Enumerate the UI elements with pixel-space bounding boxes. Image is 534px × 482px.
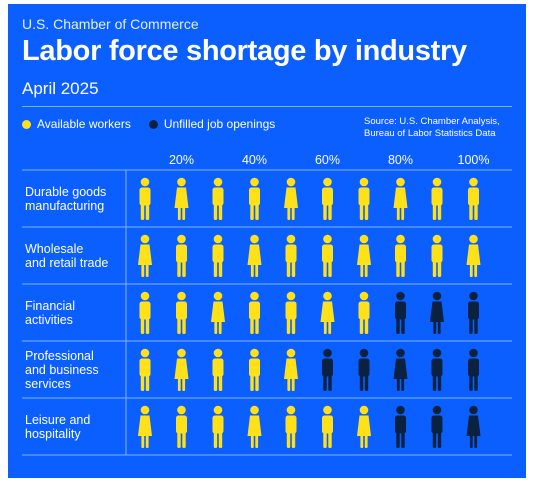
available-worker-icon: [357, 234, 371, 277]
available-worker-icon: [249, 177, 260, 220]
unfilled-opening-icon: [430, 291, 444, 334]
pictogram-chart: 20% 40% 60% 80% 100%: [22, 153, 512, 456]
available-worker-icon: [393, 177, 408, 220]
available-worker-icon: [395, 234, 406, 277]
available-worker-icon: [285, 234, 297, 277]
row-label-line: Leisure and: [25, 412, 91, 427]
legend: Available workers Unfilled job openings: [22, 117, 293, 131]
legend-swatch-available: [22, 119, 31, 129]
available-worker-icon: [176, 234, 187, 277]
available-worker-icon: [322, 177, 333, 220]
available-worker-icon: [212, 405, 224, 448]
available-worker-icon: [284, 177, 298, 220]
available-worker-icon: [174, 177, 189, 220]
unfilled-opening-icon: [431, 405, 443, 448]
available-worker-icon: [285, 291, 297, 334]
row-label: Wholesale and retail trade: [25, 242, 127, 270]
row-label: Financial activities: [25, 299, 127, 327]
available-worker-icon: [138, 234, 152, 277]
available-worker-icon: [139, 177, 151, 220]
source-line-2: Bureau of Labor Statistics Data: [364, 128, 496, 139]
available-worker-icon: [247, 234, 262, 277]
row-label: Durable goods manufacturing: [25, 185, 127, 213]
available-worker-icon: [249, 291, 260, 334]
available-worker-icon: [431, 234, 443, 277]
unfilled-opening-icon: [358, 348, 370, 391]
source-line-1: Source: U.S. Chamber Analysis,: [364, 116, 500, 127]
infographic-card: U.S. Chamber of Commerce Labor force sho…: [8, 4, 526, 478]
x-tick-label: 100%: [458, 153, 490, 167]
row-label-line: and business: [25, 362, 99, 377]
available-worker-icon: [212, 234, 224, 277]
available-worker-icon: [320, 291, 335, 334]
available-worker-icon: [139, 291, 151, 334]
row-label-line: Durable goods: [25, 184, 107, 199]
header-divider: [22, 106, 512, 107]
legend-item-unfilled: Unfilled job openings: [148, 117, 276, 131]
available-worker-icon: [174, 348, 189, 391]
x-tick-label: 20%: [169, 153, 194, 167]
row-label: Leisure and hospitality: [25, 413, 127, 441]
x-tick-label: 60%: [315, 153, 340, 167]
available-worker-icon: [211, 291, 225, 334]
row-label-line: and retail trade: [25, 255, 109, 270]
available-worker-icon: [212, 177, 224, 220]
chart-title: Labor force shortage by industry: [22, 35, 467, 67]
available-worker-icon: [322, 405, 333, 448]
legend-label-available: Available workers: [37, 117, 131, 131]
x-tick-label: 40%: [242, 153, 267, 167]
row-label-line: Financial: [25, 298, 76, 313]
unfilled-opening-icon: [468, 291, 479, 334]
available-worker-icon: [176, 291, 187, 334]
unfilled-opening-icon: [322, 348, 333, 391]
unfilled-opening-icon: [431, 348, 443, 391]
row-label-line: manufacturing: [25, 198, 105, 213]
x-tick-label: 80%: [388, 153, 413, 167]
available-worker-icon: [285, 405, 297, 448]
legend-swatch-unfilled: [148, 119, 158, 129]
row-label-line: Wholesale: [25, 241, 84, 256]
unfilled-opening-icon: [466, 405, 481, 448]
available-worker-icon: [212, 348, 224, 391]
available-worker-icon: [431, 177, 443, 220]
available-worker-icon: [358, 177, 370, 220]
legend-item-available: Available workers: [22, 117, 131, 131]
available-worker-icon: [322, 234, 333, 277]
available-worker-icon: [466, 234, 481, 277]
available-worker-icon: [176, 405, 187, 448]
unfilled-opening-icon: [468, 348, 479, 391]
legend-label-unfilled: Unfilled job openings: [163, 117, 276, 131]
unfilled-opening-icon: [395, 291, 406, 334]
row-label-line: Professional: [25, 348, 94, 363]
brand-name: U.S. Chamber of Commerce: [22, 16, 199, 32]
row-label-line: hospitality: [25, 426, 81, 441]
row-label-line: activities: [25, 312, 73, 327]
chart-subtitle: April 2025: [22, 79, 99, 98]
unfilled-opening-icon: [393, 348, 408, 391]
row-label-line: services: [25, 376, 71, 391]
available-worker-icon: [284, 348, 298, 391]
source-note: Source: U.S. Chamber Analysis, Bureau of…: [364, 116, 512, 140]
row-label: Professional and business services: [25, 349, 127, 391]
available-worker-icon: [357, 405, 371, 448]
available-worker-icon: [468, 177, 479, 220]
available-worker-icon: [139, 348, 151, 391]
available-worker-icon: [138, 405, 152, 448]
available-worker-icon: [358, 291, 370, 334]
available-worker-icon: [249, 348, 260, 391]
unfilled-opening-icon: [395, 405, 406, 448]
available-worker-icon: [247, 405, 262, 448]
